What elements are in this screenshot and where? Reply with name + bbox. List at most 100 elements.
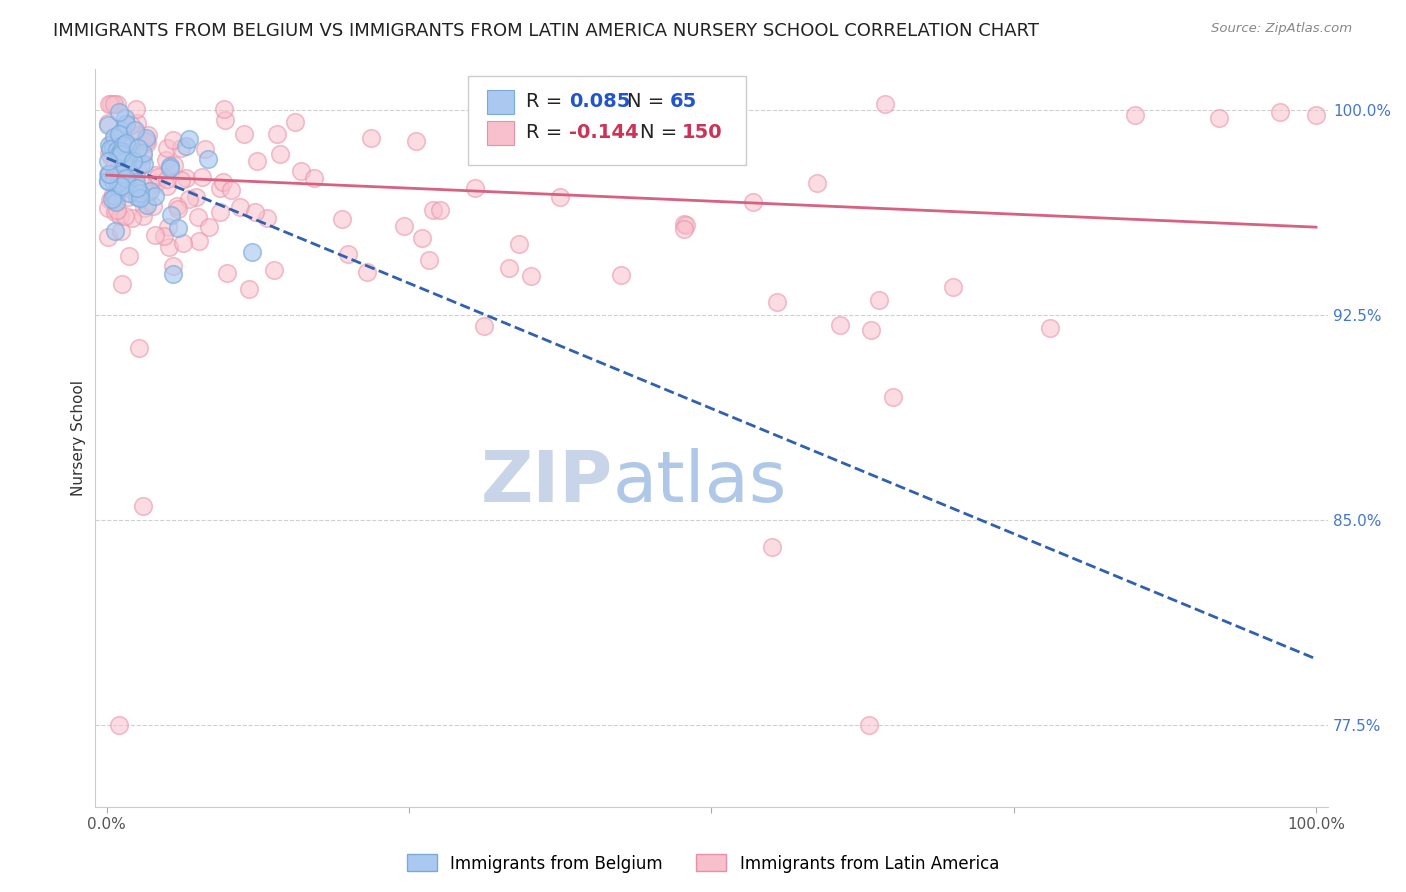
Point xyxy=(103,160,125,174)
Point xyxy=(110,144,132,158)
Point xyxy=(155,178,177,193)
Point xyxy=(122,154,145,169)
Point xyxy=(114,151,136,165)
Point xyxy=(166,202,188,216)
Point xyxy=(111,277,134,291)
Point xyxy=(761,540,783,554)
Point xyxy=(129,186,152,200)
Point xyxy=(127,128,149,143)
Point xyxy=(859,322,882,336)
Point xyxy=(263,262,285,277)
Point xyxy=(108,209,131,223)
Point xyxy=(1268,105,1291,120)
Point xyxy=(176,138,198,153)
Y-axis label: Nursery School: Nursery School xyxy=(72,380,86,496)
Point xyxy=(115,181,138,195)
Point xyxy=(498,261,520,276)
Point xyxy=(117,190,139,204)
Point xyxy=(131,209,153,223)
Point xyxy=(159,208,181,222)
Point xyxy=(129,156,152,170)
Point xyxy=(135,136,157,151)
Text: atlas: atlas xyxy=(613,448,787,516)
Point xyxy=(256,211,278,226)
Point xyxy=(110,175,132,189)
Point xyxy=(105,202,128,217)
Point xyxy=(356,265,378,279)
Point xyxy=(107,105,129,120)
Point xyxy=(229,200,252,214)
Point xyxy=(115,170,138,185)
Point xyxy=(97,145,120,160)
Point xyxy=(143,228,166,243)
Point xyxy=(117,139,139,153)
Point xyxy=(215,267,238,281)
Point xyxy=(429,202,451,217)
Point xyxy=(125,116,148,130)
Point xyxy=(104,194,127,209)
Point xyxy=(1123,108,1146,122)
Text: 65: 65 xyxy=(669,92,696,112)
Point xyxy=(741,194,763,209)
Point xyxy=(550,190,572,204)
Point xyxy=(97,118,120,132)
Point xyxy=(464,181,486,195)
Point xyxy=(100,142,122,156)
Point xyxy=(114,209,136,223)
Point xyxy=(673,222,696,236)
Point xyxy=(110,167,132,181)
Point xyxy=(858,718,880,732)
Point xyxy=(128,342,150,356)
Point xyxy=(115,177,138,191)
Point xyxy=(136,128,159,142)
Point xyxy=(101,140,124,154)
Point xyxy=(104,205,127,219)
Point xyxy=(208,181,231,195)
Point xyxy=(209,205,232,219)
Point xyxy=(125,102,148,116)
Point xyxy=(145,176,167,190)
Point xyxy=(179,192,201,206)
Point xyxy=(117,180,139,194)
Point xyxy=(115,117,138,131)
Point xyxy=(136,198,159,212)
Point xyxy=(136,185,159,199)
Point xyxy=(188,234,211,248)
Text: 150: 150 xyxy=(682,123,723,142)
Point xyxy=(157,240,180,254)
Point xyxy=(112,146,135,161)
Point xyxy=(269,146,291,161)
Point xyxy=(98,97,121,112)
Point xyxy=(105,173,128,187)
Point xyxy=(97,153,120,168)
Point xyxy=(474,318,496,333)
Text: Source: ZipAtlas.com: Source: ZipAtlas.com xyxy=(1212,22,1353,36)
Point xyxy=(332,212,354,227)
Point xyxy=(198,220,221,235)
Point xyxy=(240,244,263,259)
Point xyxy=(162,267,184,281)
Point xyxy=(101,192,124,206)
Point xyxy=(97,167,120,181)
Text: R =: R = xyxy=(526,92,569,112)
Point xyxy=(98,167,121,181)
Point xyxy=(156,171,179,186)
Point xyxy=(107,97,129,112)
Point xyxy=(212,175,235,189)
Point xyxy=(143,189,166,203)
Point xyxy=(110,224,132,238)
Point xyxy=(107,718,129,732)
Point xyxy=(97,174,120,188)
Point xyxy=(1208,111,1230,125)
Point xyxy=(117,145,139,160)
Point xyxy=(142,199,165,213)
Point xyxy=(103,194,125,208)
Point xyxy=(97,201,120,215)
Text: IMMIGRANTS FROM BELGIUM VS IMMIGRANTS FROM LATIN AMERICA NURSERY SCHOOL CORRELAT: IMMIGRANTS FROM BELGIUM VS IMMIGRANTS FR… xyxy=(53,22,1039,40)
Point xyxy=(157,219,180,234)
Point xyxy=(868,293,890,307)
Point xyxy=(97,174,120,188)
Point xyxy=(110,178,132,193)
Point xyxy=(115,136,138,150)
Point xyxy=(125,190,148,204)
